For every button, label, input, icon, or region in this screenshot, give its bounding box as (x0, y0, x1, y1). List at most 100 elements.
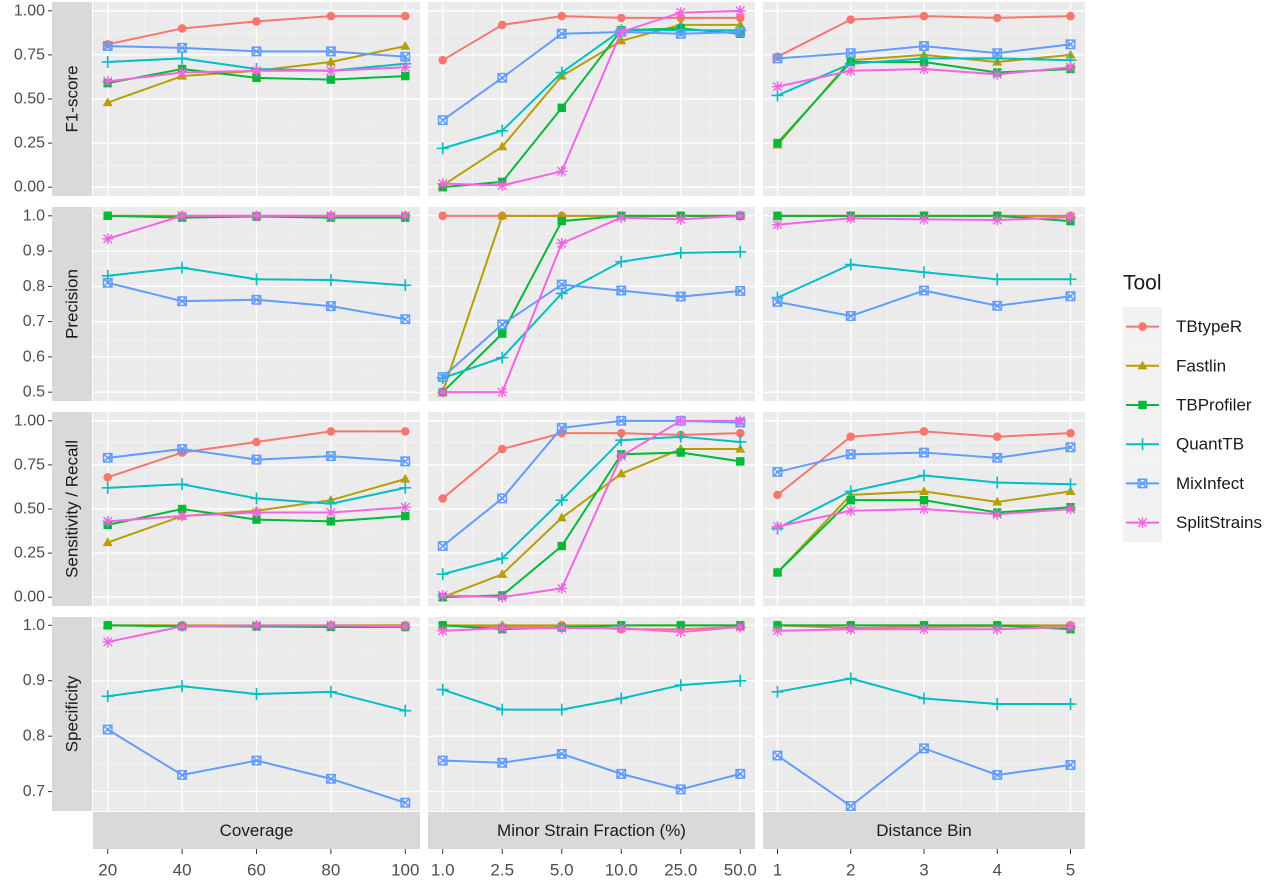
data-point (176, 261, 189, 274)
data-point (772, 296, 783, 307)
data-point (676, 621, 685, 630)
data-point (103, 472, 113, 482)
series-line (442, 625, 741, 633)
data-point (919, 11, 929, 21)
data-point (437, 625, 449, 637)
row-strip (52, 617, 92, 811)
data-point (556, 512, 567, 522)
data-point (437, 372, 448, 382)
data-point (177, 504, 187, 514)
column-strip (428, 812, 755, 849)
y-tick-label: 0.9 (23, 243, 45, 260)
data-point (918, 63, 930, 75)
data-point (771, 219, 783, 231)
data-point (615, 450, 627, 462)
data-point (1064, 273, 1077, 286)
data-point (400, 473, 411, 483)
data-point (771, 521, 783, 533)
data-point (555, 703, 568, 716)
data-point (845, 65, 857, 77)
data-point (918, 266, 930, 279)
data-point (675, 28, 686, 39)
data-point (675, 626, 687, 638)
data-point (101, 690, 114, 703)
data-point (615, 692, 628, 705)
data-point (251, 507, 262, 519)
data-point (615, 622, 627, 634)
column-strip-label: Distance Bin (876, 821, 971, 840)
data-point (845, 449, 856, 460)
data-point (438, 211, 448, 221)
data-point (845, 48, 856, 59)
data-point (1065, 211, 1077, 223)
data-point (1066, 11, 1075, 21)
y-tick-label: 0.8 (23, 728, 45, 745)
data-point (497, 141, 508, 151)
data-point (674, 679, 687, 692)
series-line (442, 435, 741, 576)
x-tick-label: 25.0 (664, 861, 697, 879)
data-point (735, 285, 746, 296)
data-point (1137, 517, 1148, 529)
data-point (176, 52, 189, 65)
data-point (251, 755, 262, 766)
data-point (400, 314, 411, 325)
data-point (735, 768, 746, 779)
data-point (1138, 400, 1147, 410)
data-point (399, 704, 412, 717)
data-point (1136, 438, 1149, 451)
data-point (438, 621, 447, 630)
x-tick-label: 5 (1066, 861, 1075, 879)
data-point (919, 41, 929, 52)
data-point (918, 623, 930, 635)
data-point (992, 432, 1002, 441)
data-point (497, 319, 508, 330)
row-strip (52, 207, 92, 401)
data-point (734, 245, 747, 258)
data-point (176, 210, 188, 222)
data-point (845, 801, 856, 811)
data-point (616, 468, 627, 478)
series-line (442, 448, 741, 599)
data-point (735, 19, 746, 29)
data-point (556, 582, 568, 594)
data-point (616, 285, 627, 296)
data-point (991, 273, 1004, 286)
data-point (497, 757, 508, 768)
data-point (1064, 698, 1077, 711)
data-point (176, 510, 188, 522)
data-point (772, 750, 783, 761)
data-point (991, 52, 1004, 65)
data-point (919, 495, 929, 505)
data-point (324, 274, 337, 287)
data-point (438, 55, 448, 65)
data-point (674, 246, 687, 259)
data-point (102, 537, 113, 547)
row-strip-label: Specificity (63, 675, 82, 752)
data-point (325, 507, 337, 519)
data-point (399, 210, 411, 222)
data-point (436, 568, 449, 581)
series-line (442, 679, 741, 711)
data-point (556, 622, 568, 634)
column-strip-label: Coverage (220, 821, 294, 840)
data-point (1137, 478, 1148, 489)
data-point (1065, 49, 1076, 59)
y-tick-label: 0.50 (14, 501, 45, 518)
data-point (177, 24, 187, 33)
column-strip (763, 812, 1085, 849)
data-point (1066, 428, 1075, 438)
data-point (102, 97, 113, 107)
data-point (991, 698, 1004, 711)
data-point (556, 279, 567, 290)
data-point (437, 589, 449, 601)
data-point (846, 495, 855, 505)
data-point (496, 386, 508, 398)
x-tick-label: 50.0 (724, 861, 757, 879)
row-strip-label: Precision (63, 269, 82, 339)
x-tick-label: 40 (173, 861, 192, 879)
data-point (250, 273, 263, 286)
data-point (497, 72, 508, 83)
series-line (442, 432, 741, 500)
data-point (399, 279, 412, 292)
